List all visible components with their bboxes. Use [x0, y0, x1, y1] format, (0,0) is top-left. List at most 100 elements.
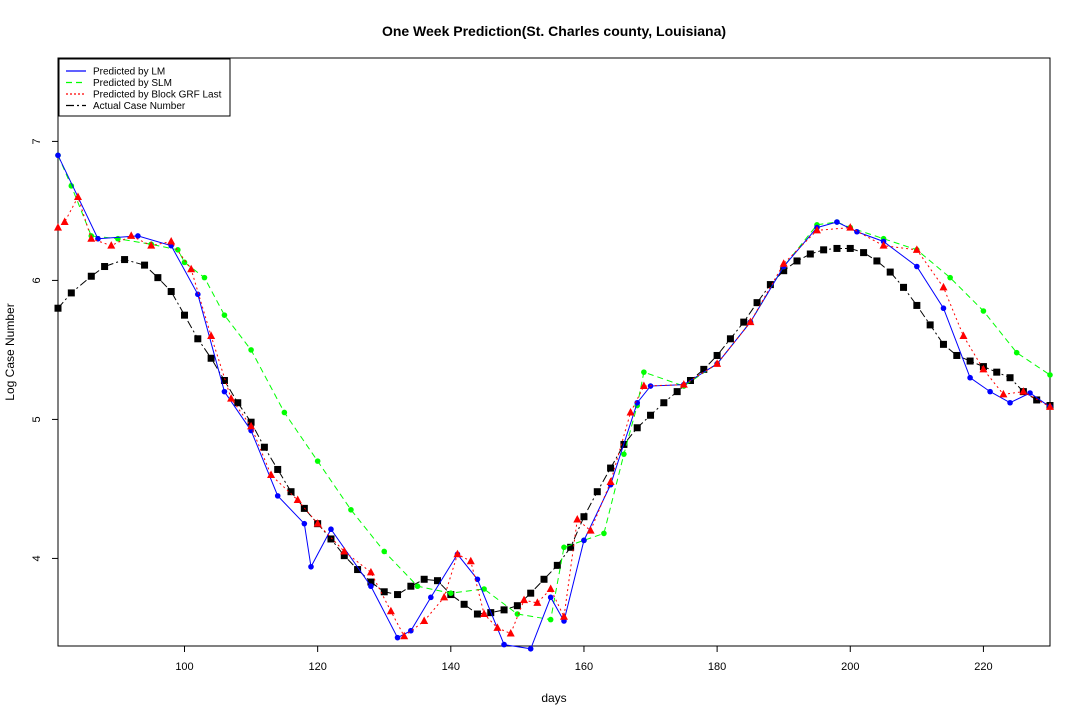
data-point: [947, 274, 953, 281]
series-0: [55, 152, 1053, 652]
data-point: [993, 368, 1001, 376]
legend-label: Actual Case Number: [93, 101, 186, 112]
data-point: [167, 288, 175, 296]
data-point: [912, 245, 921, 253]
y-axis-label: Log Case Number: [3, 303, 17, 400]
data-point: [394, 591, 402, 599]
data-point: [60, 217, 69, 226]
data-point: [546, 584, 555, 593]
data-point: [301, 520, 308, 527]
data-point: [287, 488, 295, 496]
data-point: [553, 561, 561, 569]
data-point: [207, 331, 216, 340]
data-point: [420, 575, 428, 583]
data-point: [227, 394, 236, 402]
data-point: [308, 563, 314, 570]
data-point: [327, 535, 335, 543]
data-point: [580, 513, 588, 521]
data-point: [180, 311, 188, 319]
data-point: [939, 282, 948, 291]
data-point: [1007, 399, 1013, 406]
x-axis-label: days: [541, 691, 566, 705]
chart-title: One Week Prediction(St. Charles county, …: [382, 23, 726, 39]
x-tick-label: 220: [974, 661, 992, 673]
data-point: [740, 318, 748, 326]
data-point: [366, 567, 375, 576]
data-point: [527, 645, 534, 652]
data-point: [348, 506, 354, 513]
data-point: [493, 623, 502, 631]
data-point: [473, 610, 481, 618]
data-point: [846, 244, 854, 252]
data-point: [54, 223, 62, 231]
data-point: [367, 578, 375, 586]
data-point: [846, 223, 855, 231]
data-point: [154, 274, 162, 282]
data-point: [700, 365, 708, 373]
y-axis: 4 5 6 7: [31, 138, 58, 561]
y-tick-label: 4: [31, 555, 43, 561]
data-point: [999, 389, 1008, 398]
series-1: [55, 152, 1053, 623]
series-3: [54, 244, 1054, 618]
legend-label: Predicted by SLM: [93, 78, 172, 89]
data-point: [520, 595, 529, 604]
data-point: [420, 616, 429, 624]
data-point: [267, 470, 276, 479]
data-point: [673, 388, 681, 396]
data-point: [593, 488, 601, 496]
data-point: [101, 263, 109, 271]
data-point: [414, 583, 421, 590]
data-point: [340, 546, 349, 555]
data-point: [873, 257, 881, 265]
plot-frame: [57, 57, 1051, 647]
data-point: [854, 228, 860, 235]
data-point: [195, 291, 201, 298]
data-point: [1019, 387, 1028, 395]
data-point: [181, 259, 188, 266]
series-line: [57, 155, 1051, 650]
data-point: [201, 274, 208, 281]
x-tick-label: 200: [841, 661, 859, 673]
data-point: [220, 376, 228, 384]
x-axis: 100 120 140 160 180 200 220: [175, 646, 993, 673]
x-tick-label: 140: [442, 661, 460, 673]
data-point: [939, 340, 947, 348]
data-point: [234, 399, 242, 407]
data-point: [679, 380, 688, 388]
data-point: [147, 241, 156, 249]
data-point: [407, 582, 415, 590]
data-point: [793, 257, 801, 265]
data-point: [274, 493, 281, 499]
series-line: [57, 195, 1051, 638]
data-point: [167, 236, 176, 245]
data-point: [914, 263, 920, 270]
y-tick-label: 7: [31, 138, 43, 144]
data-point: [601, 530, 607, 537]
data-point: [248, 347, 254, 353]
data-point: [506, 628, 515, 637]
data-point: [913, 301, 921, 309]
data-point: [1046, 402, 1054, 410]
data-point: [1013, 349, 1020, 356]
data-point: [633, 424, 641, 432]
data-point: [561, 544, 567, 551]
data-point: [221, 388, 228, 395]
data-point: [73, 192, 82, 201]
legend-box: [58, 58, 231, 117]
data-point: [428, 594, 434, 601]
data-point: [55, 152, 61, 159]
data-point: [979, 364, 988, 373]
data-point: [141, 261, 149, 269]
data-point: [527, 589, 535, 597]
data-point: [746, 317, 755, 326]
data-point: [581, 537, 587, 544]
x-tick-label: 100: [175, 661, 193, 673]
data-point: [453, 549, 462, 558]
data-point: [293, 495, 302, 504]
data-point: [621, 451, 627, 457]
data-point: [87, 234, 96, 242]
x-tick-label: 180: [708, 661, 726, 673]
data-point: [274, 465, 282, 473]
